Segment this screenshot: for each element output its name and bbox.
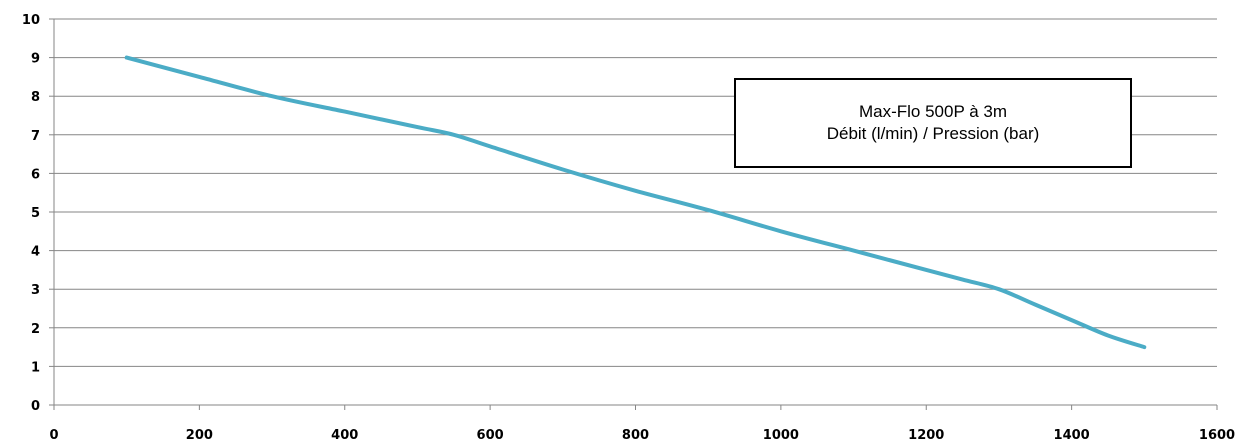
x-tick-label-1600: 1600 <box>1199 428 1235 443</box>
annotation-line-2: Débit (l/min) / Pression (bar) <box>826 124 1040 143</box>
y-tick-label-9: 9 <box>31 52 40 67</box>
tick-labels: 0 1 2 3 4 5 6 7 8 9 10 0 200 400 600 800 1000 1200 1400 160… <box>22 13 1235 443</box>
annotation-box: Max-Flo 500P à 3m Débit (l/min) / Pressi… <box>734 78 1132 168</box>
y-tick-label-5: 5 <box>31 206 40 221</box>
x-tick-label-800: 800 <box>622 428 649 443</box>
x-tick-label-400: 400 <box>331 428 358 443</box>
axes <box>49 18 1218 410</box>
annotation-line-1: Max-Flo 500P à 3m <box>858 102 1008 121</box>
y-tick-label-1: 1 <box>31 360 40 375</box>
x-tick-label-200: 200 <box>186 428 213 443</box>
series-line-0 <box>124 55 1147 350</box>
x-tick-label-0: 0 <box>49 428 58 443</box>
x-tick-label-1000: 1000 <box>763 428 799 443</box>
gridlines <box>54 18 1217 367</box>
y-tick-label-7: 7 <box>31 129 40 144</box>
series-layer <box>124 55 1147 350</box>
y-tick-label-3: 3 <box>31 283 40 298</box>
x-tick-label-600: 600 <box>477 428 504 443</box>
y-tick-label-4: 4 <box>31 245 40 260</box>
y-tick-label-0: 0 <box>31 399 40 414</box>
y-tick-label-6: 6 <box>31 167 40 182</box>
y-tick-label-10: 10 <box>22 13 40 28</box>
y-tick-label-8: 8 <box>31 90 40 105</box>
x-tick-label-1400: 1400 <box>1054 428 1090 443</box>
y-tick-label-2: 2 <box>31 322 40 337</box>
x-tick-label-1200: 1200 <box>908 428 944 443</box>
